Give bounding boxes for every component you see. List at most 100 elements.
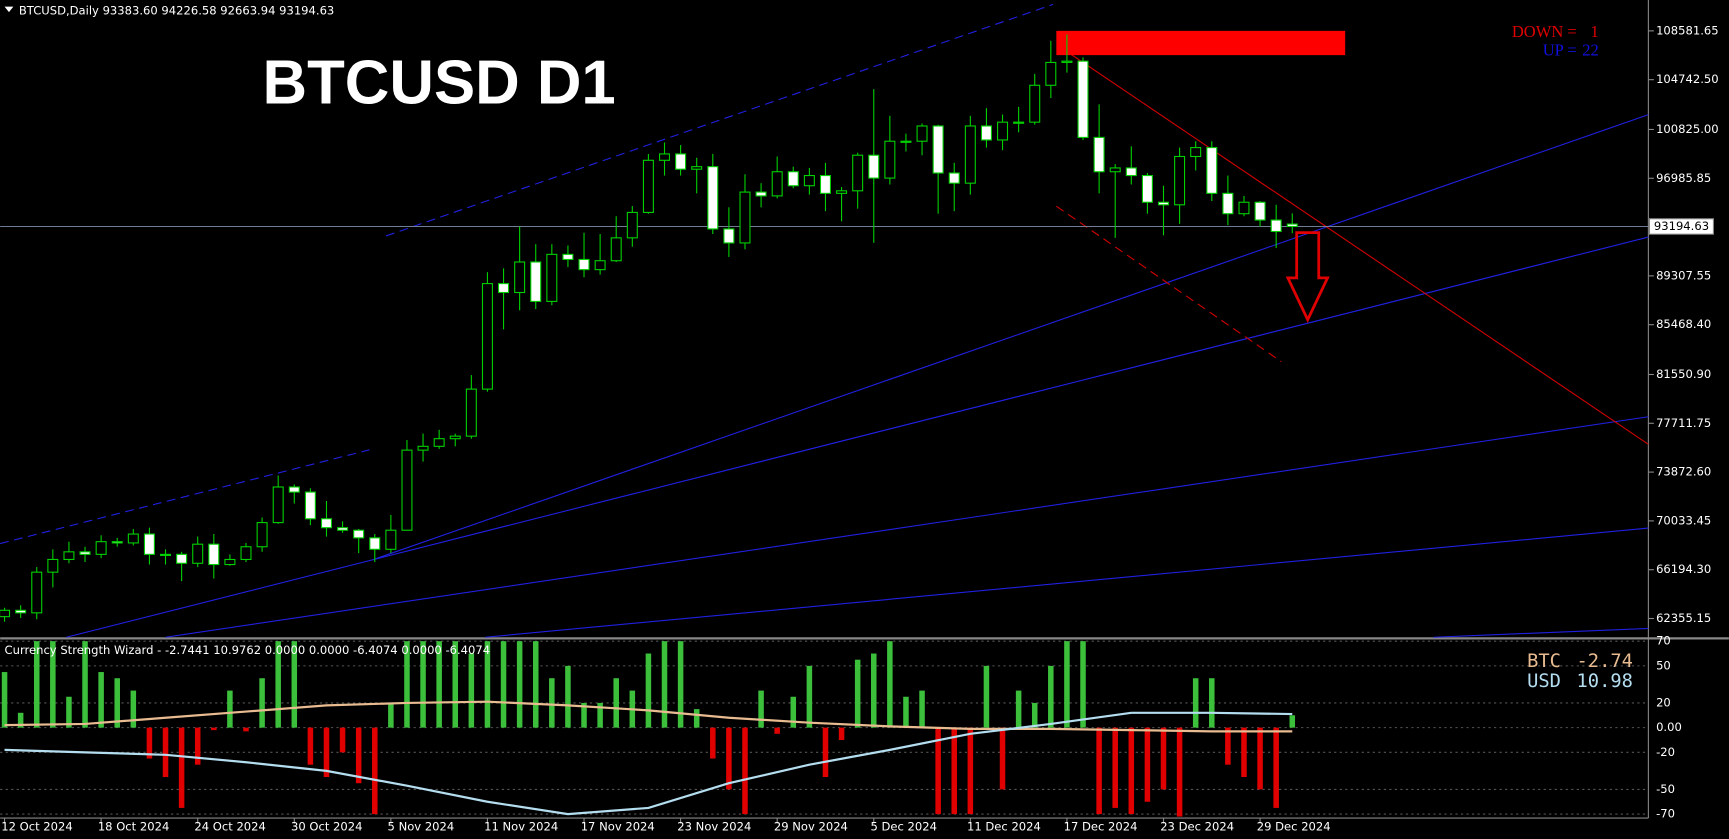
menu-triangle bbox=[4, 6, 14, 13]
strength-bar bbox=[339, 727, 346, 753]
trend-line bbox=[0, 449, 370, 545]
candle-body bbox=[691, 166, 703, 170]
candle-body bbox=[916, 125, 928, 142]
y-tick-label: 70033.45 bbox=[1656, 513, 1711, 527]
strength-bar bbox=[565, 665, 571, 728]
strength-bar bbox=[999, 727, 1006, 790]
candle-body bbox=[1270, 219, 1282, 233]
candle-body bbox=[256, 522, 268, 548]
price-panel: 108581.65 104742.50 100825.00 96985.85 89307… bbox=[0, 22, 1719, 833]
strength-bar bbox=[178, 727, 185, 808]
candle-body bbox=[337, 527, 349, 531]
candle-body bbox=[15, 609, 27, 614]
candle-body bbox=[1061, 60, 1073, 63]
x-tick-label: 30 Oct 2024 bbox=[291, 819, 362, 833]
strength-bar bbox=[227, 690, 233, 728]
y-tick-label: 73872.60 bbox=[1656, 465, 1711, 479]
candle-body bbox=[1125, 167, 1137, 177]
y-tick-label: 89307.55 bbox=[1656, 268, 1711, 282]
strength-bar bbox=[452, 641, 459, 728]
current-price-label: 93194.63 bbox=[1654, 219, 1709, 233]
candle-body bbox=[143, 533, 155, 555]
strength-bar bbox=[194, 727, 201, 765]
y-tick-label: 77711.75 bbox=[1656, 416, 1711, 430]
candle-body bbox=[224, 558, 236, 566]
strength-bar bbox=[549, 678, 555, 728]
signal-label: DOWN = bbox=[1512, 22, 1577, 41]
y-tick-label: 104742.50 bbox=[1656, 72, 1719, 86]
candle-body bbox=[562, 253, 574, 261]
candle-body bbox=[1286, 223, 1298, 228]
candle-body bbox=[852, 154, 864, 192]
x-tick-label: 11 Nov 2024 bbox=[484, 819, 558, 833]
y-tick-label: 0.00 bbox=[1656, 720, 1682, 734]
strength-bar bbox=[1096, 727, 1102, 815]
strength-bar bbox=[17, 712, 24, 728]
candle-body bbox=[353, 529, 365, 539]
strength-bar bbox=[1209, 678, 1215, 728]
candle-body bbox=[1093, 136, 1105, 173]
candle-body bbox=[1174, 155, 1186, 206]
y-tick-label: 62355.15 bbox=[1656, 611, 1711, 625]
strength-bar bbox=[790, 696, 797, 728]
strength-bar bbox=[887, 641, 893, 728]
strength-bar bbox=[1160, 727, 1167, 790]
candle-body bbox=[610, 237, 622, 262]
y-tick-label: 20 bbox=[1656, 695, 1671, 709]
candle-body bbox=[127, 533, 139, 544]
strength-bar bbox=[243, 727, 249, 732]
strength-bar bbox=[1064, 641, 1070, 728]
candle-body bbox=[47, 558, 59, 573]
trend-line bbox=[1433, 627, 1649, 638]
legend-value: -2.74 bbox=[1577, 651, 1633, 672]
strength-bar bbox=[581, 702, 587, 728]
strength-bar bbox=[726, 727, 732, 790]
x-tick-label: 17 Dec 2024 bbox=[1064, 819, 1138, 833]
strength-bar bbox=[291, 641, 298, 728]
candle-body bbox=[997, 121, 1009, 141]
candle-body bbox=[192, 543, 204, 564]
candle-body bbox=[111, 541, 123, 544]
candle-body bbox=[1222, 192, 1234, 215]
strength-bar bbox=[935, 727, 941, 815]
candle-body bbox=[401, 449, 413, 531]
strength-bar bbox=[259, 678, 265, 728]
strength-bar bbox=[388, 702, 394, 728]
strength-bar bbox=[114, 678, 120, 728]
strength-bar bbox=[404, 641, 410, 728]
candle-body bbox=[1238, 201, 1250, 215]
candle-body bbox=[1141, 175, 1153, 203]
y-tick-label: 96985.85 bbox=[1656, 171, 1711, 185]
strength-bar bbox=[323, 727, 330, 778]
y-tick-label: 81550.90 bbox=[1656, 367, 1711, 381]
candle-body bbox=[675, 153, 687, 170]
trend-line bbox=[1063, 49, 1649, 445]
x-tick-label: 23 Nov 2024 bbox=[677, 819, 751, 833]
strength-bar bbox=[307, 727, 314, 765]
strength-bar bbox=[1048, 665, 1054, 728]
y-tick-label: -50 bbox=[1656, 782, 1675, 796]
strength-bar bbox=[645, 653, 652, 728]
x-tick-label: 24 Oct 2024 bbox=[194, 819, 265, 833]
x-tick-label: 12 Oct 2024 bbox=[1, 819, 72, 833]
strength-bar bbox=[1112, 727, 1118, 808]
candle-body bbox=[1190, 147, 1202, 158]
candle-body bbox=[95, 541, 107, 555]
candle-body bbox=[530, 261, 542, 302]
strength-bar bbox=[372, 727, 378, 815]
x-tick-label: 18 Oct 2024 bbox=[98, 819, 169, 833]
candle-body bbox=[1013, 121, 1025, 124]
y-tick-label: -70 bbox=[1656, 807, 1675, 821]
strength-bar bbox=[98, 672, 104, 728]
candle-body bbox=[836, 190, 848, 194]
candle-body bbox=[707, 166, 719, 230]
legend-name: BTC bbox=[1527, 651, 1561, 672]
strength-bar bbox=[1192, 678, 1199, 728]
candle-body bbox=[642, 159, 654, 213]
candle-body bbox=[819, 175, 831, 194]
candle-body bbox=[240, 546, 252, 561]
y-tick-label: 108581.65 bbox=[1656, 23, 1719, 37]
strength-bar bbox=[130, 690, 137, 728]
drawing-objects bbox=[0, 3, 1649, 638]
strength-bar bbox=[1015, 690, 1022, 728]
